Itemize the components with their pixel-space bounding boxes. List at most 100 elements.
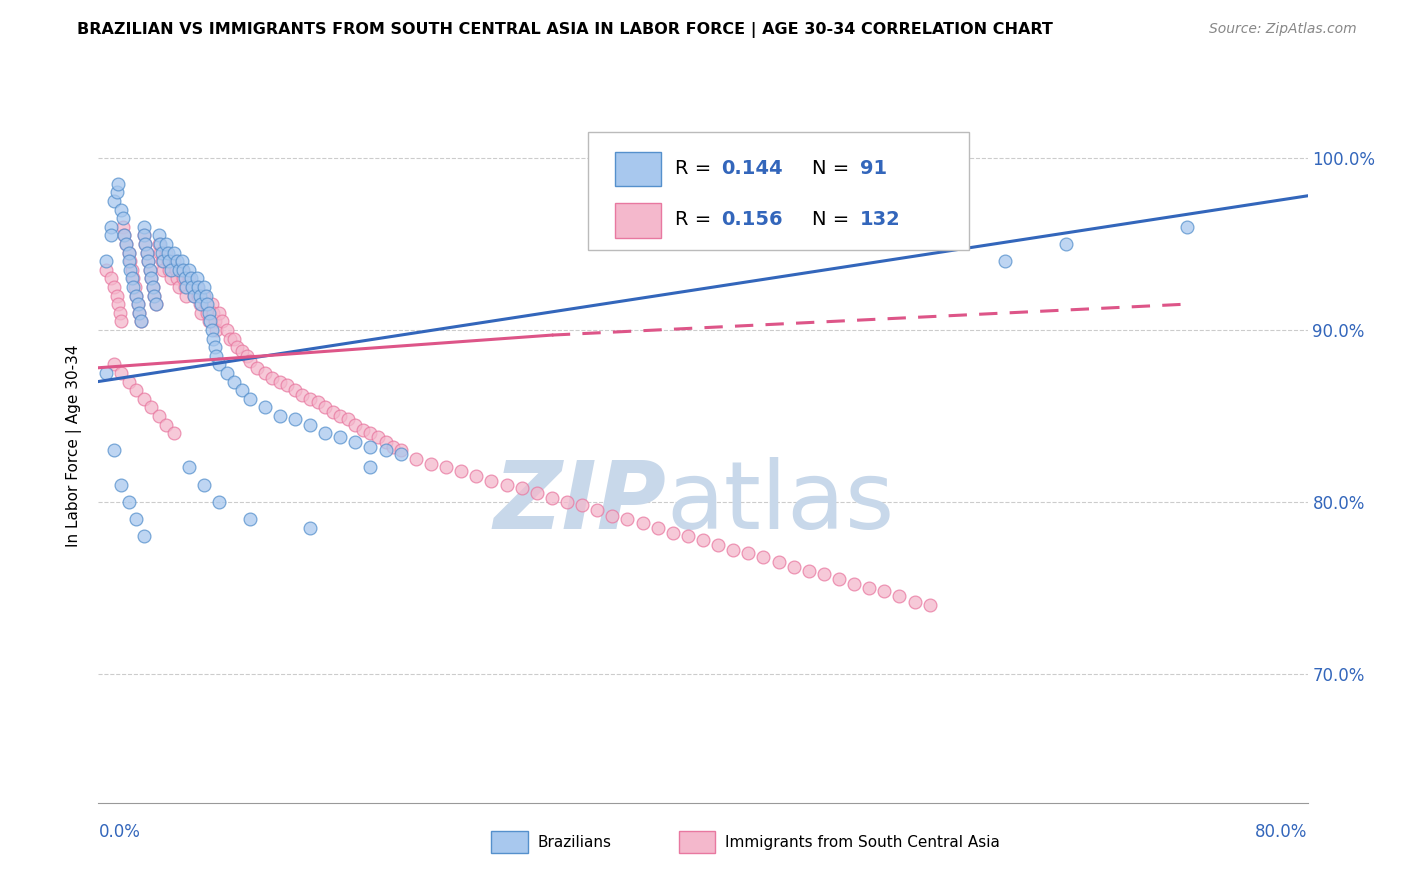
Point xyxy=(211,314,233,328)
Point xyxy=(145,297,167,311)
Point xyxy=(555,495,578,509)
Point xyxy=(121,271,143,285)
Point xyxy=(107,177,129,191)
Point xyxy=(103,194,125,208)
Point xyxy=(180,271,202,285)
Point xyxy=(118,254,141,268)
Point xyxy=(193,288,215,302)
Point xyxy=(299,521,322,535)
Point xyxy=(135,245,157,260)
Point xyxy=(121,262,143,277)
FancyBboxPatch shape xyxy=(614,203,661,237)
Point xyxy=(122,280,145,294)
Point xyxy=(141,401,163,415)
Point xyxy=(661,525,683,540)
Point xyxy=(202,332,225,346)
Point xyxy=(110,477,132,491)
FancyBboxPatch shape xyxy=(492,831,527,853)
Point xyxy=(253,401,276,415)
Point xyxy=(105,288,128,302)
Point xyxy=(132,228,155,243)
Point xyxy=(215,366,238,380)
Point xyxy=(166,271,188,285)
Point xyxy=(360,440,382,454)
Text: Source: ZipAtlas.com: Source: ZipAtlas.com xyxy=(1209,22,1357,37)
Point xyxy=(112,228,135,243)
Point xyxy=(253,366,276,380)
Point xyxy=(692,533,714,547)
Point xyxy=(103,280,125,294)
Point xyxy=(193,280,215,294)
Point xyxy=(148,236,170,251)
Point xyxy=(205,323,228,337)
Point xyxy=(142,280,165,294)
Point xyxy=(208,357,231,371)
Point xyxy=(108,306,131,320)
FancyBboxPatch shape xyxy=(614,152,661,186)
Point xyxy=(360,426,382,441)
Point xyxy=(269,375,291,389)
Point xyxy=(94,366,117,380)
Point xyxy=(163,254,186,268)
Point xyxy=(344,417,367,432)
Point xyxy=(813,567,835,582)
Point xyxy=(160,262,183,277)
Point xyxy=(127,297,149,311)
Point xyxy=(194,297,217,311)
Point xyxy=(152,254,174,268)
Point xyxy=(125,512,148,526)
Point xyxy=(314,426,336,441)
Point xyxy=(160,271,183,285)
Point xyxy=(208,306,231,320)
Text: Immigrants from South Central Asia: Immigrants from South Central Asia xyxy=(724,835,1000,849)
Point xyxy=(134,236,156,251)
Point xyxy=(1054,236,1077,251)
Point xyxy=(110,366,132,380)
Point xyxy=(173,271,195,285)
Point xyxy=(148,228,170,243)
Point xyxy=(156,245,179,260)
Point xyxy=(132,529,155,543)
Point xyxy=(201,297,224,311)
Point xyxy=(382,440,405,454)
Point xyxy=(204,340,226,354)
Point xyxy=(314,401,336,415)
Point xyxy=(150,254,173,268)
Point xyxy=(187,288,209,302)
Point xyxy=(202,306,225,320)
Point xyxy=(135,245,157,260)
Point xyxy=(360,460,382,475)
Point xyxy=(994,254,1017,268)
Point xyxy=(219,332,242,346)
Point xyxy=(163,426,186,441)
Point xyxy=(201,323,224,337)
Point xyxy=(450,464,472,478)
Point xyxy=(129,314,152,328)
Point xyxy=(465,469,488,483)
Point xyxy=(352,423,374,437)
Point xyxy=(170,254,193,268)
Text: 91: 91 xyxy=(860,159,887,178)
Text: R =: R = xyxy=(675,159,717,178)
Point xyxy=(215,323,238,337)
Point xyxy=(571,499,593,513)
Point xyxy=(188,297,211,311)
Point xyxy=(148,409,170,423)
Point xyxy=(100,219,122,234)
Point xyxy=(173,280,195,294)
Point xyxy=(150,245,173,260)
Point xyxy=(231,343,253,358)
Point xyxy=(111,211,134,226)
Point xyxy=(200,314,222,328)
Point xyxy=(197,314,219,328)
Point xyxy=(284,412,307,426)
Point xyxy=(246,360,269,375)
Point xyxy=(239,392,262,406)
Point xyxy=(291,388,314,402)
Text: 0.156: 0.156 xyxy=(721,211,783,229)
Point xyxy=(155,245,177,260)
Point xyxy=(405,451,427,466)
Point xyxy=(495,477,517,491)
Point xyxy=(183,288,205,302)
Point xyxy=(111,219,134,234)
